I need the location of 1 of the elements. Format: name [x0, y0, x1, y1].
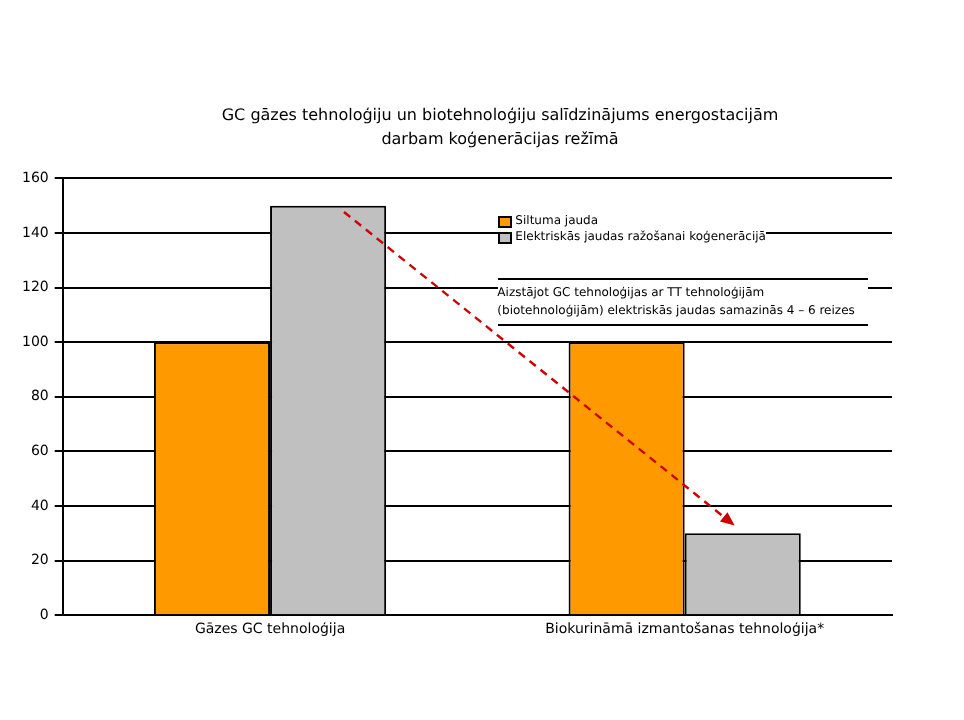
chart-title: GC gāzes tehnoloģiju un biotehnoloģiju salīdzinājums energostacijām darbam koģenerācijas režīmā — [219, 104, 781, 152]
